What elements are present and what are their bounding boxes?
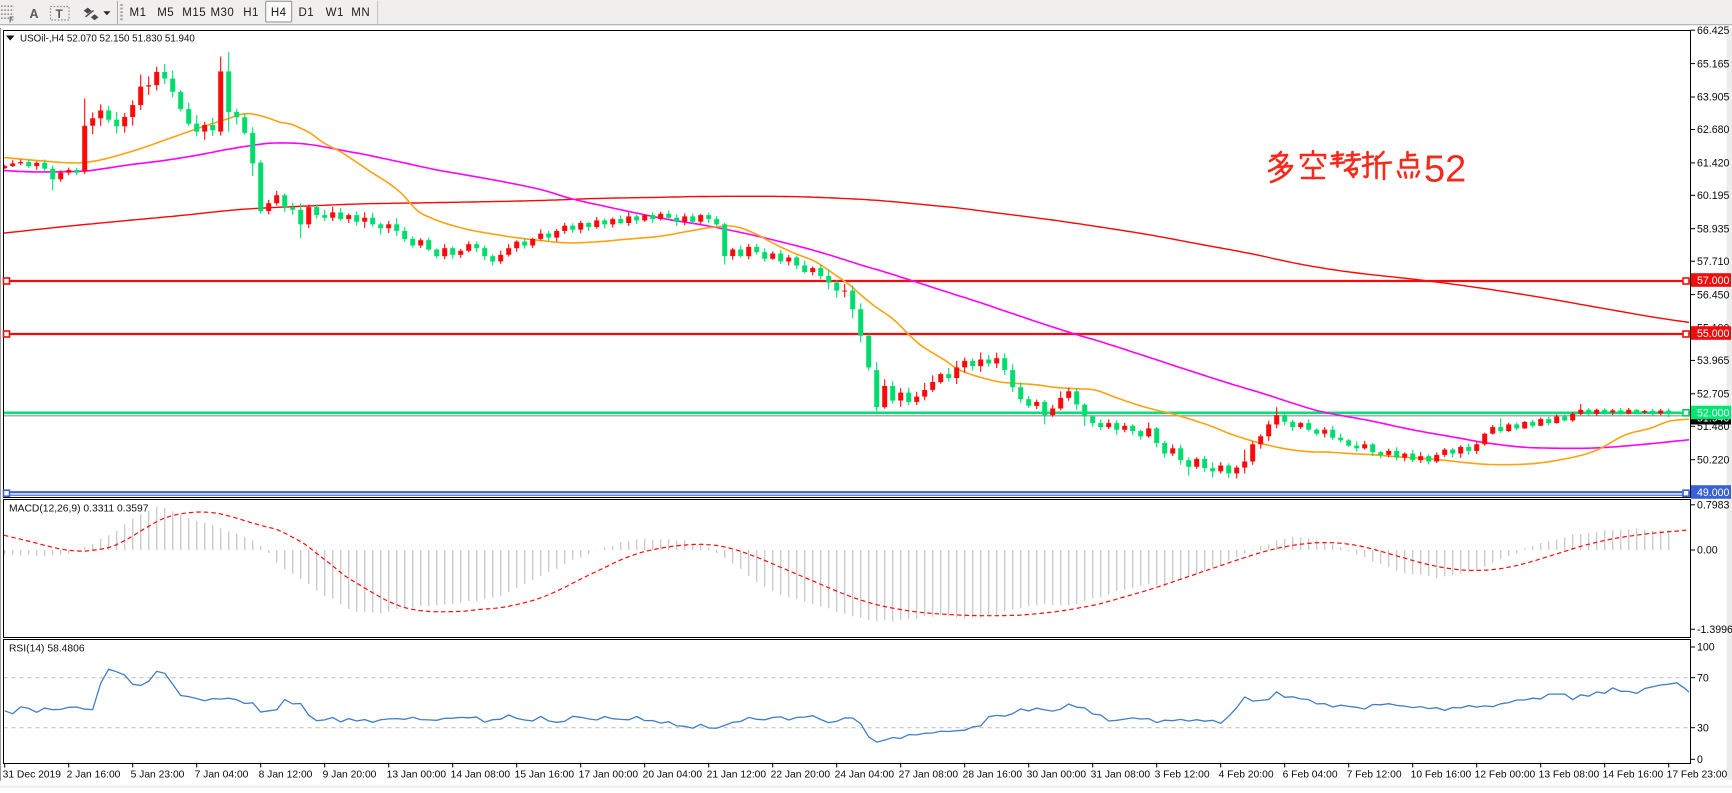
svg-text:8 Jan 12:00: 8 Jan 12:00 (259, 769, 313, 780)
svg-text:28 Jan 16:00: 28 Jan 16:00 (963, 769, 1023, 780)
svg-text:MN: MN (351, 7, 370, 19)
svg-text:A: A (30, 7, 39, 21)
svg-text:57.000: 57.000 (1697, 275, 1730, 287)
svg-text:10 Feb 16:00: 10 Feb 16:00 (1411, 769, 1472, 780)
svg-text:H1: H1 (243, 7, 259, 19)
svg-text:31 Dec 2019: 31 Dec 2019 (3, 769, 62, 780)
svg-text:52.705: 52.705 (1697, 389, 1730, 401)
svg-text:56.450: 56.450 (1697, 289, 1730, 301)
svg-text:53.965: 53.965 (1697, 355, 1730, 367)
svg-text:9 Jan 20:00: 9 Jan 20:00 (323, 769, 377, 780)
svg-text:66.425: 66.425 (1697, 25, 1730, 37)
svg-text:7 Jan 04:00: 7 Jan 04:00 (195, 769, 249, 780)
svg-text:24 Jan 04:00: 24 Jan 04:00 (835, 769, 895, 780)
svg-text:100: 100 (1697, 642, 1715, 654)
svg-text:F: F (9, 16, 14, 25)
svg-text:D1: D1 (298, 7, 314, 19)
svg-text:65.165: 65.165 (1697, 58, 1730, 70)
svg-text:-1.3996: -1.3996 (1697, 624, 1732, 636)
svg-text:M15: M15 (182, 7, 206, 19)
svg-text:30 Jan 00:00: 30 Jan 00:00 (1027, 769, 1087, 780)
svg-text:27 Jan 08:00: 27 Jan 08:00 (899, 769, 959, 780)
svg-text:MACD(12,26,9) 0.3311 0.3597: MACD(12,26,9) 0.3311 0.3597 (9, 504, 149, 515)
svg-text:3 Feb 12:00: 3 Feb 12:00 (1155, 769, 1210, 780)
svg-text:6 Feb 04:00: 6 Feb 04:00 (1283, 769, 1338, 780)
svg-text:0.00: 0.00 (1697, 545, 1718, 557)
svg-text:W1: W1 (326, 7, 344, 19)
svg-text:M30: M30 (210, 7, 234, 19)
svg-text:H4: H4 (271, 7, 287, 19)
svg-text:0: 0 (1697, 754, 1703, 766)
svg-text:14 Feb 16:00: 14 Feb 16:00 (1603, 769, 1664, 780)
svg-text:M1: M1 (130, 7, 147, 19)
svg-text:52: 52 (1424, 149, 1466, 191)
svg-text:7 Feb 12:00: 7 Feb 12:00 (1347, 769, 1402, 780)
svg-text:63.905: 63.905 (1697, 92, 1730, 104)
svg-text:31 Jan 08:00: 31 Jan 08:00 (1091, 769, 1151, 780)
svg-text:21 Jan 12:00: 21 Jan 12:00 (707, 769, 767, 780)
svg-text:13 Feb 08:00: 13 Feb 08:00 (1539, 769, 1600, 780)
svg-text:22 Jan 20:00: 22 Jan 20:00 (771, 769, 831, 780)
svg-text:12 Feb 00:00: 12 Feb 00:00 (1475, 769, 1536, 780)
svg-text:T: T (56, 7, 64, 21)
svg-text:57.710: 57.710 (1697, 256, 1730, 268)
svg-text:4 Feb 20:00: 4 Feb 20:00 (1219, 769, 1274, 780)
svg-text:62.680: 62.680 (1697, 124, 1730, 136)
svg-text:58.935: 58.935 (1697, 223, 1730, 235)
svg-text:50.220: 50.220 (1697, 454, 1730, 466)
svg-text:49.000: 49.000 (1697, 487, 1730, 499)
svg-text:USOil-,H4 52.070 52.150 51.83: USOil-,H4 52.070 52.150 51.830 51.940 (20, 34, 195, 45)
svg-text:52.000: 52.000 (1697, 407, 1730, 419)
svg-text:17 Feb 23:00: 17 Feb 23:00 (1667, 769, 1728, 780)
svg-text:RSI(14) 58.4806: RSI(14) 58.4806 (9, 644, 85, 655)
svg-text:15 Jan 16:00: 15 Jan 16:00 (515, 769, 575, 780)
svg-text:60.195: 60.195 (1697, 190, 1730, 202)
svg-text:20 Jan 04:00: 20 Jan 04:00 (643, 769, 703, 780)
svg-text:13 Jan 00:00: 13 Jan 00:00 (387, 769, 447, 780)
svg-text:17 Jan 00:00: 17 Jan 00:00 (579, 769, 639, 780)
svg-text:55.000: 55.000 (1697, 328, 1730, 340)
svg-text:30: 30 (1697, 722, 1709, 734)
svg-text:5 Jan 23:00: 5 Jan 23:00 (131, 769, 185, 780)
svg-text:14 Jan 08:00: 14 Jan 08:00 (451, 769, 511, 780)
svg-text:70: 70 (1697, 672, 1709, 684)
svg-text:2 Jan 16:00: 2 Jan 16:00 (67, 769, 121, 780)
svg-text:0.7983: 0.7983 (1697, 500, 1730, 512)
svg-text:61.420: 61.420 (1697, 158, 1730, 170)
svg-text:M5: M5 (157, 7, 174, 19)
